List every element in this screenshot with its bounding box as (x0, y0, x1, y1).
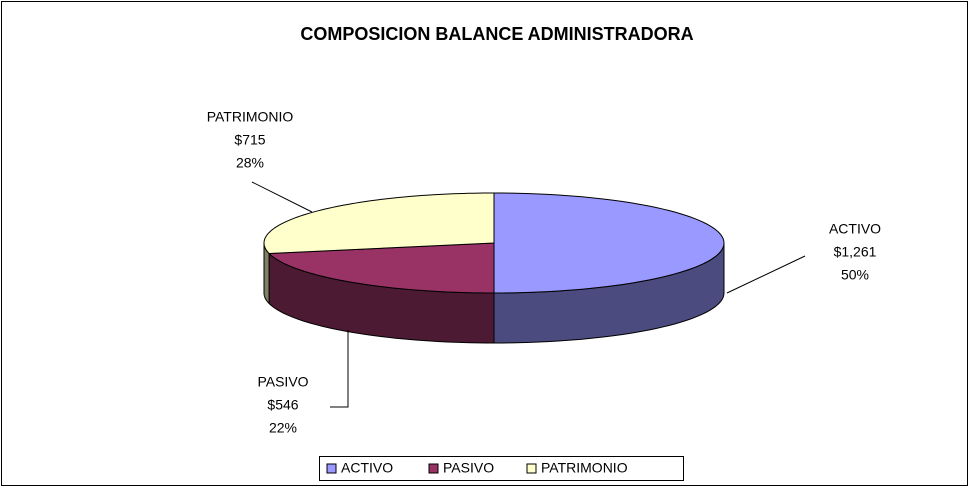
legend-swatch (428, 463, 439, 474)
data-label-value: $1,261 (834, 244, 877, 260)
data-label-percent: 50% (841, 267, 869, 283)
data-label-category: PASIVO (257, 374, 308, 390)
pie-slice (493, 192, 725, 294)
data-label-percent: 22% (269, 420, 297, 436)
leader-line (251, 181, 313, 213)
legend-swatch (526, 463, 537, 474)
legend-label: PATRIMONIO (541, 460, 628, 476)
chart-title: COMPOSICION BALANCE ADMINISTRADORA (300, 24, 693, 44)
legend-label: PASIVO (443, 460, 494, 476)
data-label-category: ACTIVO (829, 221, 881, 237)
legend-label: ACTIVO (341, 460, 393, 476)
leader-line (726, 255, 806, 294)
data-label-category: PATRIMONIO (207, 109, 294, 125)
pie-slice (267, 242, 495, 294)
data-label-percent: 28% (236, 155, 264, 171)
data-label-value: $715 (234, 132, 265, 148)
pie-slice (263, 192, 495, 254)
data-label-value: $546 (267, 397, 298, 413)
legend-box (319, 456, 684, 481)
leader-line (330, 330, 349, 408)
legend-swatch (326, 463, 337, 474)
